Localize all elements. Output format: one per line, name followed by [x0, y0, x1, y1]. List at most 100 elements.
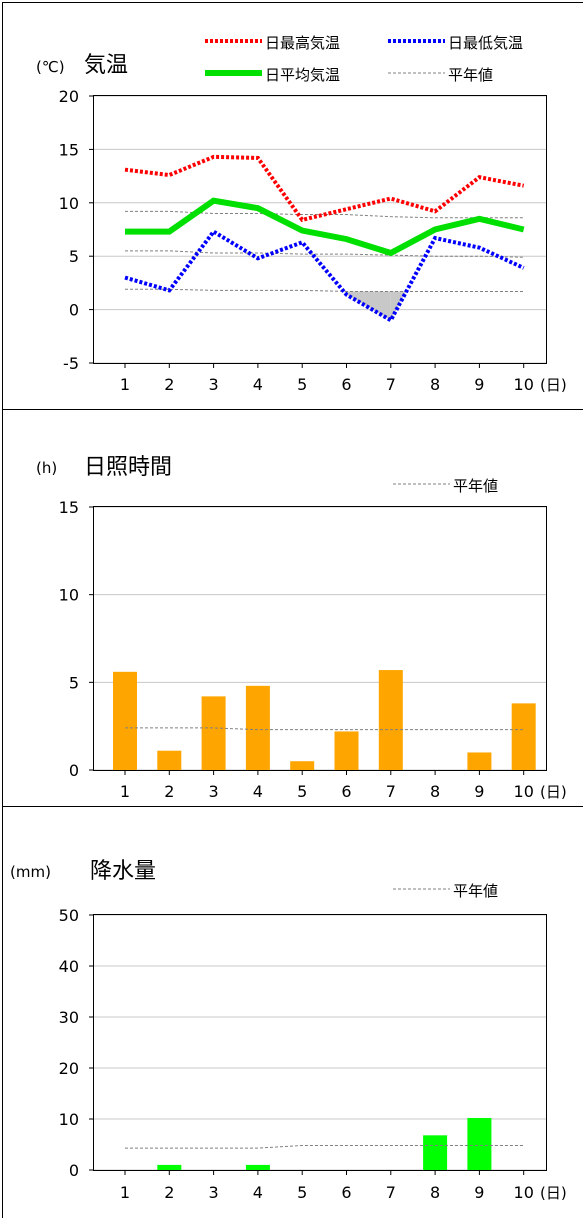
x-tick-label: 9 [474, 375, 484, 394]
precipitation-panel: (mm) 降水量 平年値 50 40 30 20 10 0 1 2 3 4 5 6 7 8 9 10 (日) [2, 806, 583, 1218]
sunshine-normal-line [125, 727, 524, 731]
y-tick-label: 5 [69, 247, 79, 266]
x-tick-label: 6 [341, 375, 351, 394]
x-tick-label: 8 [430, 782, 440, 801]
x-tick-label: 3 [209, 782, 219, 801]
legend-avg-label: 日平均気温 [265, 66, 340, 84]
bar [245, 685, 270, 770]
temperature-y-ticks: 20 15 10 5 0 -5 [59, 87, 94, 373]
y-tick-label: 50 [59, 906, 79, 925]
y-tick-label: 15 [59, 498, 79, 517]
bar [290, 761, 315, 770]
x-tick-label: 2 [164, 375, 174, 394]
bar [201, 696, 226, 770]
x-tick-label: 10 [514, 375, 534, 394]
y-tick-label: 10 [59, 1110, 79, 1129]
y-tick-label: 40 [59, 957, 79, 976]
precipitation-panel-border [2, 806, 583, 1218]
bar [511, 703, 536, 770]
precipitation-plot-frame [93, 914, 547, 1171]
legend-max-label: 日最高気温 [265, 34, 340, 52]
x-tick-label: 2 [164, 1183, 174, 1202]
y-tick-label: 0 [69, 301, 79, 320]
temperature-x-unit: (日) [540, 376, 567, 394]
legend-normal-label: 平年値 [453, 882, 498, 900]
temperature-plot-frame [93, 95, 547, 364]
precipitation-title: 降水量 [90, 859, 156, 884]
x-tick-label: 7 [386, 375, 396, 394]
x-tick-label: 7 [386, 1183, 396, 1202]
sunshine-y-ticks: 15 10 5 0 [59, 498, 94, 780]
y-tick-label: 10 [59, 194, 79, 213]
normal-line [125, 1145, 524, 1149]
precipitation-x-unit: (日) [540, 1184, 567, 1202]
legend-min-label: 日最低気温 [448, 34, 523, 52]
x-tick-label: 10 [514, 1183, 534, 1202]
x-tick-label: 8 [430, 375, 440, 394]
y-tick-label: 15 [59, 140, 79, 159]
sunshine-x-ticks: 1 2 3 4 5 6 7 8 9 10 [120, 770, 534, 801]
x-tick-label: 10 [514, 782, 534, 801]
sunshine-x-unit: (日) [540, 783, 567, 801]
x-tick-label: 8 [430, 1183, 440, 1202]
sunshine-title: 日照時間 [84, 455, 172, 480]
temperature-normal-lines [125, 210, 524, 292]
precipitation-unit: (mm) [10, 863, 51, 881]
x-tick-label: 6 [341, 1183, 351, 1202]
x-tick-label: 1 [120, 375, 130, 394]
temperature-series [124, 154, 525, 324]
bar [157, 1164, 182, 1170]
bar [334, 731, 359, 770]
sunshine-legend: 平年値 [393, 477, 498, 495]
x-tick-label: 2 [164, 782, 174, 801]
x-tick-label: 4 [253, 375, 263, 394]
precipitation-y-ticks: 50 40 30 20 10 0 [59, 906, 94, 1180]
normal-min-line [125, 288, 524, 292]
x-tick-label: 3 [209, 375, 219, 394]
temperature-x-ticks: 1 2 3 4 5 6 7 8 9 10 [120, 363, 534, 394]
y-tick-label: -5 [63, 354, 79, 373]
avg-temp-line [125, 197, 525, 257]
y-tick-label: 0 [69, 761, 79, 780]
sunshine-bars [113, 670, 536, 770]
x-tick-label: 4 [253, 1183, 263, 1202]
temperature-unit: (℃) [36, 58, 65, 76]
precipitation-bars [157, 1117, 492, 1170]
min-temp-line [124, 228, 525, 324]
max-temp-line [124, 154, 525, 223]
x-tick-label: 5 [297, 375, 307, 394]
bar [378, 670, 403, 770]
x-tick-label: 1 [120, 782, 130, 801]
x-tick-label: 7 [386, 782, 396, 801]
bar [467, 1117, 492, 1170]
normal-line [125, 727, 524, 731]
sunshine-plot-frame [93, 506, 547, 771]
sunshine-unit: (h) [36, 459, 57, 477]
bar [245, 1164, 270, 1170]
y-tick-label: 30 [59, 1008, 79, 1027]
y-tick-label: 20 [59, 87, 79, 106]
y-tick-label: 20 [59, 1059, 79, 1078]
bar [157, 750, 182, 770]
x-tick-label: 5 [297, 782, 307, 801]
below-normal-area [343, 291, 347, 295]
temperature-legend: 日最高気温 日最低気温 日平均気温 平年値 [205, 34, 523, 84]
x-tick-label: 5 [297, 1183, 307, 1202]
temperature-below-normal-shading [165, 289, 407, 321]
bar [423, 1135, 448, 1170]
bar [113, 671, 137, 770]
x-tick-label: 9 [474, 782, 484, 801]
y-tick-label: 0 [69, 1161, 79, 1180]
precipitation-x-ticks: 1 2 3 4 5 6 7 8 9 10 [120, 1170, 534, 1202]
precipitation-legend: 平年値 [393, 882, 498, 900]
y-tick-label: 10 [59, 586, 79, 605]
temperature-title: 気温 [84, 53, 128, 78]
x-tick-label: 4 [253, 782, 263, 801]
sunshine-gridlines [94, 506, 546, 771]
sunshine-panel: (h) 日照時間 平年値 15 10 5 0 1 2 3 4 5 6 7 8 9 10 (日) [2, 409, 583, 807]
x-tick-label: 6 [341, 782, 351, 801]
normal-max-line [125, 210, 524, 219]
x-tick-label: 3 [209, 1183, 219, 1202]
bar [467, 752, 492, 770]
